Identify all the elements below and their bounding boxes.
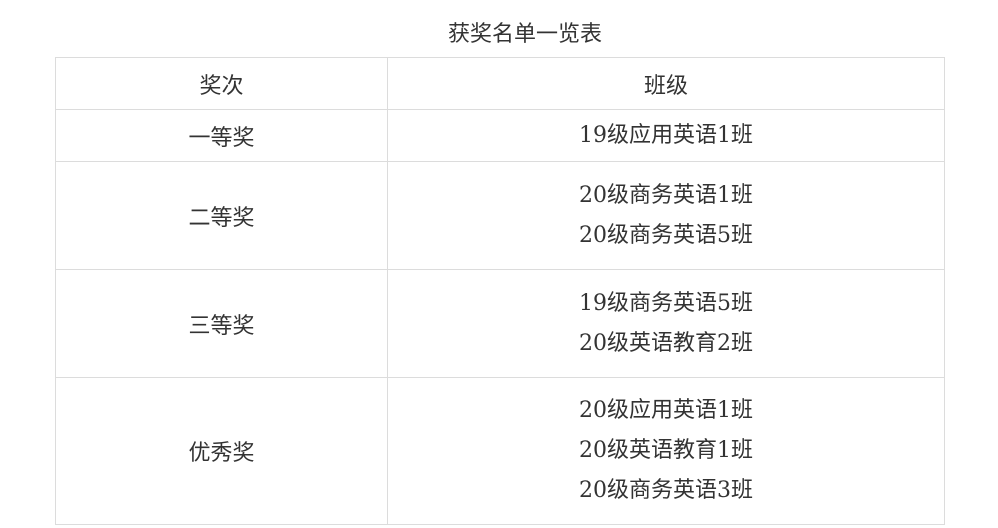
table-row: 三等奖 19级商务英语5班 20级英语教育2班 xyxy=(55,269,945,378)
class-name: 20级英语教育1班 xyxy=(579,438,753,463)
award-table: 奖次 班级 一等奖 19级应用英语1班 二等奖 20级商务英语1班 20级商务英… xyxy=(55,57,945,525)
class-name: 19级应用英语1班 xyxy=(579,122,753,148)
class-cell: 20级应用英语1班 20级英语教育1班 20级商务英语3班 xyxy=(387,377,945,525)
class-cell: 19级应用英语1班 xyxy=(387,109,945,162)
header-class: 班级 xyxy=(387,57,945,110)
award-cell: 二等奖 xyxy=(55,161,388,270)
award-cell: 优秀奖 xyxy=(55,377,388,525)
table-row: 优秀奖 20级应用英语1班 20级英语教育1班 20级商务英语3班 xyxy=(55,377,945,525)
header-row: 奖次 班级 xyxy=(55,57,945,110)
table-row: 一等奖 19级应用英语1班 xyxy=(55,109,945,162)
class-name: 20级应用英语1班 xyxy=(579,398,753,423)
award-cell: 三等奖 xyxy=(55,269,388,378)
table-row: 二等奖 20级商务英语1班 20级商务英语5班 xyxy=(55,161,945,270)
class-cell: 19级商务英语5班 20级英语教育2班 xyxy=(387,269,945,378)
class-name: 19级商务英语5班 xyxy=(579,290,753,316)
table-title: 获奖名单一览表 xyxy=(447,22,602,47)
class-name: 20级商务英语3班 xyxy=(579,478,753,503)
class-name: 20级商务英语5班 xyxy=(579,222,753,248)
class-name: 20级商务英语1班 xyxy=(579,182,753,208)
class-name: 20级英语教育2班 xyxy=(579,330,753,356)
class-cell: 20级商务英语1班 20级商务英语5班 xyxy=(387,161,945,270)
award-cell: 一等奖 xyxy=(55,109,388,162)
header-award: 奖次 xyxy=(55,57,388,110)
